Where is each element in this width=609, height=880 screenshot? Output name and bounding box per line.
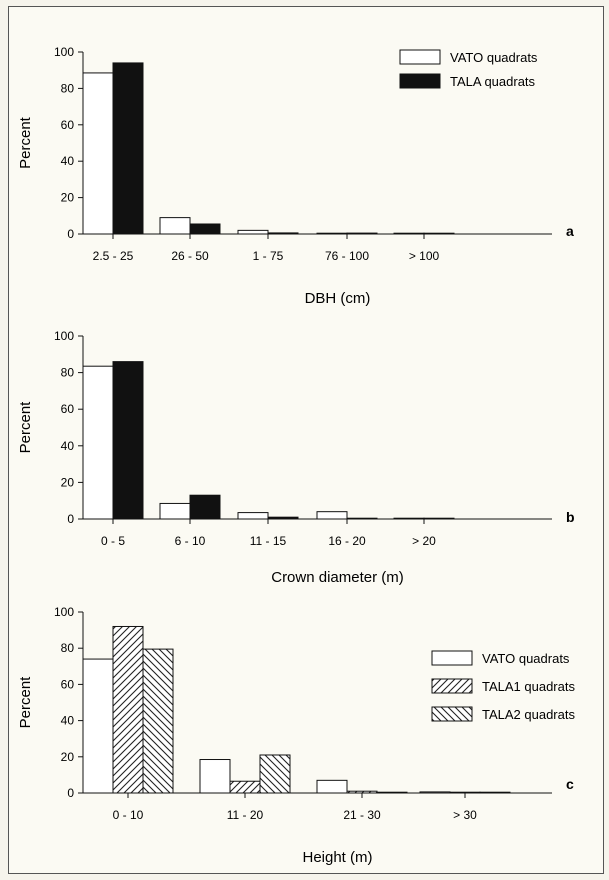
bar-open: [199, 759, 231, 794]
bar-solid: [189, 223, 221, 235]
x-tick-label: > 100: [409, 249, 440, 263]
bar-hatch-right: [449, 791, 481, 794]
legend-entry: VATO quadrats: [450, 50, 538, 65]
x-axis-label: Height (m): [302, 849, 372, 866]
x-tick-label: 11 - 15: [250, 534, 287, 548]
x-axis-label: DBH (cm): [305, 290, 371, 307]
x-tick-label: 0 - 5: [101, 534, 125, 548]
legend-swatch: [431, 706, 473, 722]
y-tick-label: 40: [61, 714, 75, 728]
legend-swatch: [431, 650, 473, 666]
panel-label: c: [566, 776, 574, 792]
panel-label: b: [566, 509, 575, 525]
x-tick-label: 76 - 100: [325, 249, 369, 263]
bar-solid: [112, 62, 144, 235]
bar-open: [82, 72, 114, 235]
y-tick-label: 0: [67, 227, 74, 241]
y-tick-label: 60: [61, 402, 75, 416]
bar-open: [82, 365, 114, 520]
bar-open: [393, 517, 425, 520]
bar-open: [237, 512, 269, 520]
y-tick-label: 60: [61, 677, 75, 691]
legend-entry: TALA1 quadrats: [482, 679, 575, 694]
y-tick-label: 0: [67, 786, 74, 800]
y-tick-label: 100: [54, 329, 74, 343]
bar-solid: [267, 232, 299, 235]
bar-solid: [423, 232, 455, 235]
bar-hatch-right: [346, 790, 378, 794]
y-tick-label: 20: [61, 191, 75, 205]
x-tick-label: 1 - 75: [253, 249, 284, 263]
bar-open: [159, 217, 191, 235]
y-tick-label: 100: [54, 45, 74, 59]
legend-swatch: [431, 678, 473, 694]
y-tick-label: 80: [61, 641, 75, 655]
bar-solid: [189, 494, 221, 520]
bar-solid: [346, 232, 378, 235]
bar-open: [316, 511, 348, 520]
legend-entry: TALA quadrats: [450, 74, 536, 89]
x-tick-label: 6 - 10: [175, 534, 206, 548]
x-tick-label: 16 - 20: [328, 534, 366, 548]
y-tick-label: 0: [67, 512, 74, 526]
y-tick-label: 100: [54, 605, 74, 619]
y-tick-label: 20: [61, 475, 75, 489]
y-axis-label: Percent: [17, 676, 34, 729]
bar-open: [419, 791, 451, 794]
x-tick-label: 21 - 30: [343, 808, 381, 822]
bar-open: [316, 232, 348, 235]
legend-entry: TALA2 quadrats: [482, 707, 575, 722]
bar-hatch-left: [376, 791, 408, 794]
y-tick-label: 60: [61, 118, 75, 132]
bar-hatch-left: [259, 754, 291, 794]
bar-open: [82, 658, 114, 794]
bar-open: [393, 232, 425, 235]
y-tick-label: 20: [61, 750, 75, 764]
bar-open: [316, 779, 348, 794]
bar-hatch-left: [479, 791, 511, 794]
y-tick-label: 80: [61, 366, 75, 380]
bar-open: [159, 502, 191, 520]
bar-solid: [112, 361, 144, 520]
bar-solid: [267, 516, 299, 520]
x-tick-label: 26 - 50: [171, 249, 209, 263]
y-tick-label: 80: [61, 81, 75, 95]
bar-solid: [423, 517, 455, 520]
y-axis-label: Percent: [17, 401, 34, 454]
x-tick-label: 0 - 10: [113, 808, 144, 822]
y-tick-label: 40: [61, 154, 75, 168]
legend-swatch: [399, 49, 441, 65]
legend-swatch: [399, 73, 441, 89]
bar-hatch-left: [142, 648, 174, 794]
y-tick-label: 40: [61, 439, 75, 453]
x-axis-label: Crown diameter (m): [271, 569, 404, 586]
bar-hatch-right: [229, 780, 261, 794]
bar-open: [237, 229, 269, 235]
x-tick-label: > 20: [412, 534, 436, 548]
legend-entry: VATO quadrats: [482, 651, 570, 666]
x-tick-label: 11 - 20: [227, 808, 264, 822]
bar-hatch-right: [112, 625, 144, 794]
x-tick-label: > 30: [453, 808, 477, 822]
x-tick-label: 2.5 - 25: [93, 249, 134, 263]
panel-label: a: [566, 223, 574, 239]
bar-solid: [346, 517, 378, 520]
y-axis-label: Percent: [17, 116, 34, 169]
